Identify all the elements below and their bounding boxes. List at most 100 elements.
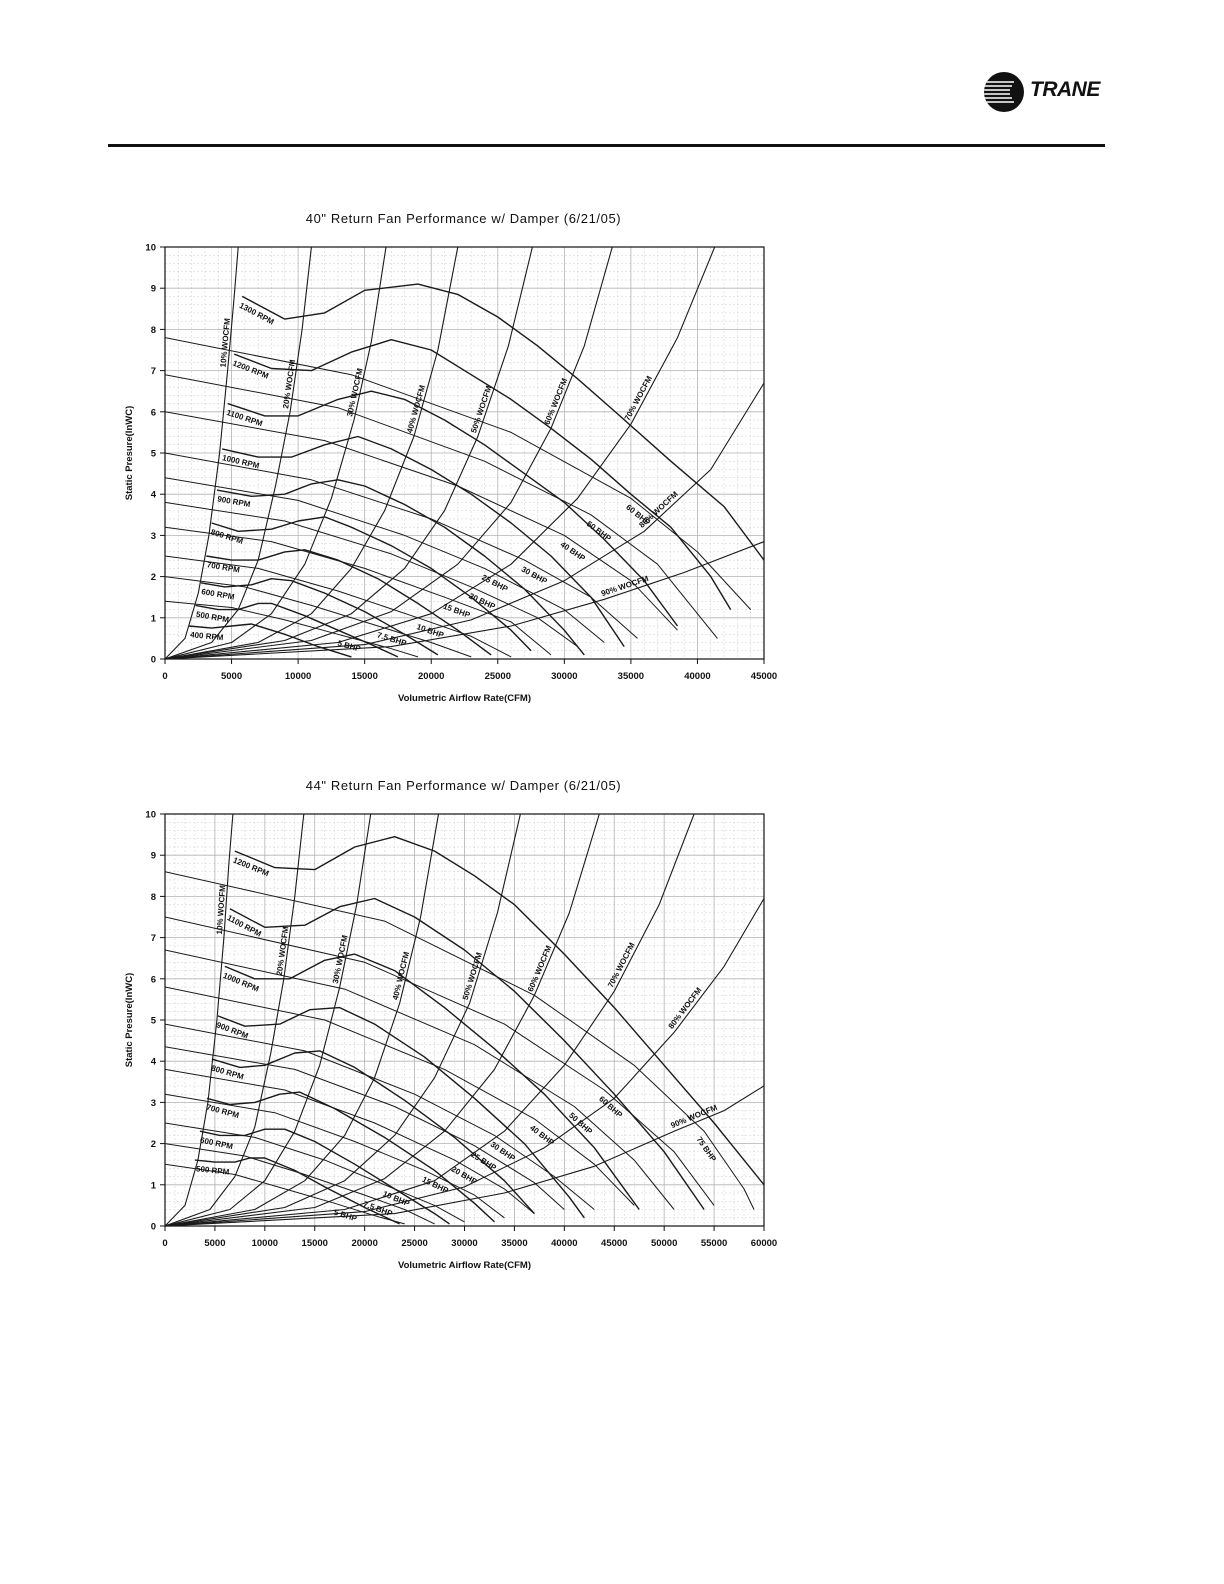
woc-curve-90-wocfm — [165, 541, 764, 659]
y-tick-label: 1 — [151, 1180, 157, 1191]
y-tick-label: 2 — [151, 572, 156, 583]
x-tick-label: 30000 — [551, 671, 577, 682]
chart-44in-svg: 44" Return Fan Performance w/ Damper (6/… — [124, 778, 777, 1271]
bhp-curve-40-bhp — [165, 411, 678, 631]
woc-curve-80-wocfm — [165, 898, 764, 1226]
bhp-curve-50-bhp — [165, 374, 718, 639]
bhp-curve-20-bhp — [165, 1068, 535, 1214]
y-tick-label: 10 — [145, 243, 156, 254]
y-tick-label: 3 — [151, 531, 156, 542]
y-tick-label: 4 — [151, 1057, 157, 1068]
bhp-curve-30-bhp — [165, 1023, 595, 1210]
x-tick-label: 50000 — [651, 1238, 677, 1249]
y-tick-label: 7 — [151, 366, 156, 377]
x-tick-label: 45000 — [751, 671, 777, 682]
trane-globe-icon — [984, 72, 1024, 112]
x-tick-label: 45000 — [601, 1238, 627, 1249]
plot-area — [165, 814, 764, 1226]
rpm-label-500-rpm: 500 RPM — [195, 610, 230, 625]
x-tick-label: 40000 — [684, 671, 710, 682]
y-axis-label: Static Presure(InWC) — [124, 406, 135, 501]
x-tick-label: 20000 — [351, 1238, 377, 1249]
rpm-label-900-rpm: 900 RPM — [217, 494, 252, 509]
x-tick-label: 15000 — [351, 671, 377, 682]
x-tick-label: 20000 — [418, 671, 444, 682]
rpm-curve-500-rpm — [195, 602, 399, 658]
bhp-curve-30-bhp — [165, 452, 638, 639]
y-tick-label: 1 — [151, 613, 157, 624]
woc-curve-50-wocfm — [165, 814, 521, 1226]
bhp-label-75-bhp: 75 BHP — [695, 1135, 719, 1164]
plot-area — [165, 247, 764, 659]
y-tick-label: 6 — [151, 407, 156, 418]
rpm-curve-1000-rpm — [222, 435, 625, 647]
woc-label-80-wocfm: 80% WOCFM — [667, 986, 704, 1031]
rpm-label-400-rpm: 400 RPM — [190, 630, 224, 642]
woc-label-80-wocfm: 80% WOCFM — [637, 489, 680, 529]
y-tick-label: 0 — [151, 1222, 156, 1233]
bhp-label-20-bhp: 20 BHP — [467, 591, 497, 611]
bhp-curve-15-bhp — [165, 1093, 505, 1219]
rpm-curve-800-rpm — [211, 1050, 535, 1215]
woc-label-30-wocfm: 30% WOCFM — [331, 934, 350, 984]
woc-curve-20-wocfm — [165, 247, 312, 659]
bhp-curve-25-bhp — [165, 1046, 565, 1210]
x-tick-label: 25000 — [401, 1238, 427, 1249]
woc-label-60-wocfm: 60% WOCFM — [526, 944, 554, 993]
rpm-curve-600-rpm — [200, 578, 439, 656]
bhp-label-50-bhp: 50 BHP — [585, 519, 613, 543]
rpm-label-700-rpm: 700 RPM — [205, 1103, 240, 1120]
fan-performance-chart-44in: 44" Return Fan Performance w/ Damper (6/… — [118, 769, 788, 1279]
y-tick-label: 4 — [151, 490, 157, 501]
y-axis-label: Static Presure(InWC) — [124, 973, 135, 1068]
x-tick-label: 55000 — [701, 1238, 727, 1249]
woc-curve-60-wocfm — [165, 814, 600, 1226]
woc-label-10-wocfm: 10% WOCFM — [219, 318, 232, 368]
bhp-label-10-bhp: 10 BHP — [416, 622, 446, 640]
bhp-curve-60-bhp — [165, 916, 715, 1206]
bhp-curve-15-bhp — [165, 526, 552, 656]
rpm-curve-1100-rpm — [227, 390, 679, 627]
rpm-label-700-rpm: 700 RPM — [206, 560, 241, 574]
woc-label-20-wocfm: 20% WOCFM — [281, 359, 297, 409]
bhp-label-15-bhp: 15 BHP — [421, 1175, 451, 1196]
x-tick-label: 10000 — [252, 1238, 278, 1249]
x-tick-label: 0 — [162, 671, 167, 682]
woc-curve-70-wocfm — [165, 247, 716, 659]
bhp-label-25-bhp: 25 BHP — [480, 573, 510, 594]
y-tick-label: 5 — [151, 1016, 157, 1027]
fan-performance-chart-40in: 40" Return Fan Performance w/ Damper (6/… — [118, 202, 788, 712]
chart-40in-svg: 40" Return Fan Performance w/ Damper (6/… — [124, 211, 777, 704]
woc-label-30-wocfm: 30% WOCFM — [345, 367, 365, 417]
woc-curve-90-wocfm — [165, 1085, 764, 1226]
bhp-curve-60-bhp — [165, 337, 752, 610]
rpm-curve-700-rpm — [206, 549, 492, 656]
x-axis-label: Volumetric Airflow Rate(CFM) — [398, 1260, 531, 1271]
rpm-label-800-rpm: 800 RPM — [210, 1064, 245, 1082]
woc-curve-60-wocfm — [165, 247, 613, 659]
y-tick-label: 2 — [151, 1139, 156, 1150]
trane-logo: TRANE — [982, 70, 1106, 114]
bhp-curve-75-bhp — [165, 871, 755, 1210]
woc-curve-40-wocfm — [165, 814, 440, 1226]
woc-label-60-wocfm: 60% WOCFM — [543, 377, 570, 426]
rpm-curve-500-rpm — [194, 1157, 400, 1225]
x-tick-label: 35000 — [618, 671, 644, 682]
woc-label-70-wocfm: 70% WOCFM — [606, 941, 637, 989]
y-tick-label: 5 — [151, 449, 157, 460]
rpm-curve-1000-rpm — [224, 953, 640, 1210]
rpm-curve-1200-rpm — [233, 339, 732, 610]
woc-curve-40-wocfm — [165, 247, 459, 659]
y-tick-label: 3 — [151, 1098, 156, 1109]
trane-wordmark: TRANE — [1030, 78, 1100, 101]
rpm-label-500-rpm: 500 RPM — [196, 1164, 230, 1176]
x-tick-label: 40000 — [551, 1238, 577, 1249]
y-tick-label: 8 — [151, 892, 156, 903]
x-tick-label: 30000 — [451, 1238, 477, 1249]
x-tick-label: 60000 — [751, 1238, 777, 1249]
woc-label-40-wocfm: 40% WOCFM — [391, 951, 411, 1001]
bhp-label-7-5-bhp: 7.5 BHP — [362, 1200, 394, 1219]
x-tick-label: 15000 — [302, 1238, 328, 1249]
bhp-curve-7-5-bhp — [165, 576, 472, 658]
x-tick-label: 35000 — [501, 1238, 527, 1249]
